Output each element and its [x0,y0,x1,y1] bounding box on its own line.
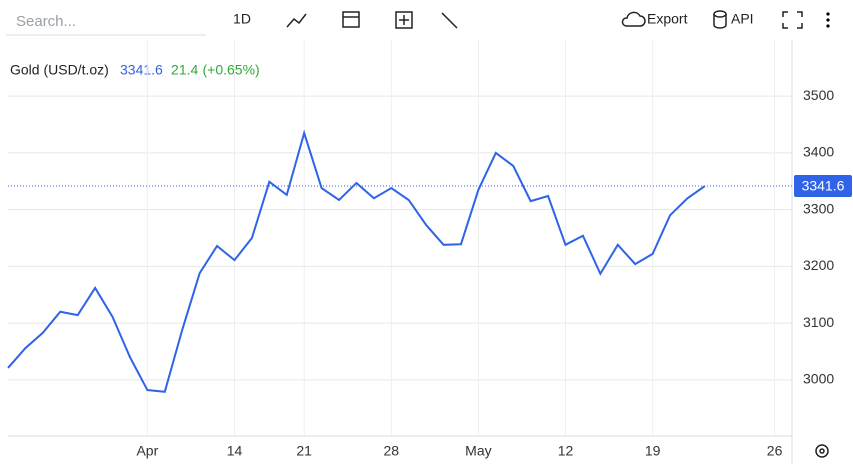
y-tick-label: 3300 [803,200,834,216]
x-tick-label: Apr [136,443,158,459]
chart-type-button[interactable] [286,13,307,28]
last-price-box [794,175,852,198]
x-tick-label: 21 [296,443,312,459]
search-input[interactable]: Search... [16,13,76,30]
x-tick-label: 14 [227,443,243,459]
y-tick-label: 3100 [803,314,834,330]
api-button[interactable]: API [713,10,754,29]
x-tick-label: 19 [645,443,661,459]
calendar-button[interactable] [342,11,360,28]
api-label[interactable]: API [731,11,754,27]
tools-button[interactable] [441,12,458,29]
price-line [7,129,706,393]
change-percent: (+0.65%) [202,62,259,78]
last-price-label: 3341.6 [802,178,845,194]
menu-button[interactable] [826,12,830,28]
x-tick-label: 26 [767,443,783,459]
toolbar: Search... 1D Export API [6,10,830,36]
y-tick-label: 3200 [803,257,834,273]
fullscreen-button[interactable] [782,11,803,29]
y-tick-label: 3000 [803,371,834,387]
compare-button[interactable] [395,11,413,29]
export-button[interactable]: Export [621,11,688,27]
series-name: Gold (USD/t.oz) [10,62,109,78]
x-tick-label: 28 [383,443,399,459]
x-tick-label: May [465,443,491,459]
y-tick-label: 3500 [803,87,834,103]
export-label[interactable]: Export [647,11,688,27]
last-price: 3341.6 [120,62,163,78]
change: 21.4 [171,62,198,78]
x-tick-label: 12 [558,443,574,459]
y-tick-label: 3400 [803,144,834,160]
interval-button[interactable]: 1D [233,11,251,27]
settings-button[interactable] [815,444,829,458]
